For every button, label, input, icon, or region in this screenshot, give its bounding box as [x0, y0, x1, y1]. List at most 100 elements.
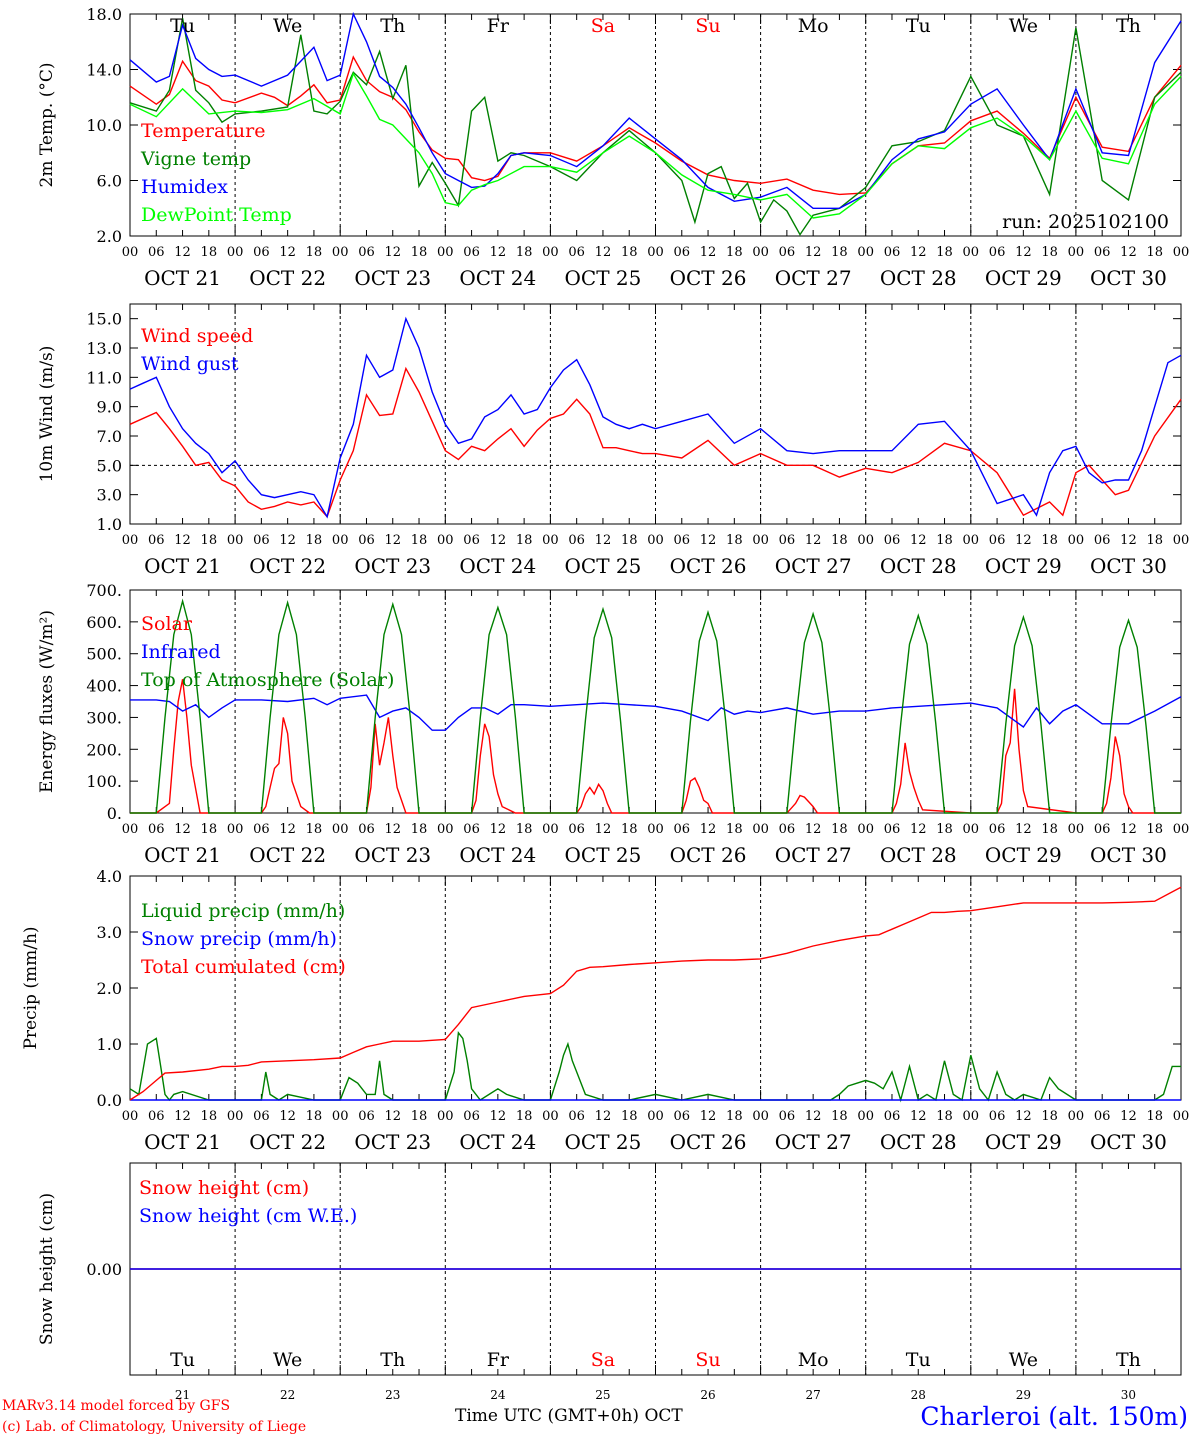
panel-1-hour-label: 18 [1146, 245, 1163, 260]
panel-5-y-tick-label: 0.00 [86, 1260, 122, 1279]
panel-1-series-temperature [129, 55, 1182, 196]
panel-2-y-tick-label: 13.0 [86, 339, 122, 358]
panel-3-hour-label: 12 [174, 822, 191, 837]
panel-2-hour-label: 12 [384, 533, 401, 548]
panel-1-hour-label: 18 [831, 245, 848, 260]
panel-4-date-label: OCT 27 [775, 1130, 852, 1154]
panel-1-date-label: OCT 22 [249, 266, 326, 290]
panel-4-hour-label: 06 [463, 1109, 480, 1124]
panel-2-date-label: OCT 22 [249, 554, 326, 578]
panel-4-hour-label: 00 [647, 1109, 664, 1124]
panel-1-day-name: Tu [906, 15, 931, 37]
panel-5-day-number: 27 [806, 1388, 821, 1402]
panel-3-date-label: OCT 22 [249, 843, 326, 867]
panel-2-y-tick-label: 5.0 [97, 456, 122, 475]
panel-1-hour-label: 06 [884, 245, 901, 260]
panel-2-hour-label: 06 [989, 533, 1006, 548]
panel-3-hour-label: 18 [411, 822, 428, 837]
panel-3-hour-label: 06 [358, 822, 375, 837]
panel-4-hour-label: 18 [306, 1109, 323, 1124]
panel-1-hour-label: 00 [542, 245, 559, 260]
panel-2-y-axis-label: 10m Wind (m/s) [37, 346, 57, 483]
panel-4-hour-label: 00 [1173, 1109, 1190, 1124]
panel-4-hour-label: 00 [332, 1109, 349, 1124]
panel-1-hour-label: 00 [752, 245, 769, 260]
panel-4-hour-label: 12 [700, 1109, 717, 1124]
panel-3-series-infrared [130, 694, 1182, 731]
panel-1-legend-entry: Humidex [141, 176, 228, 198]
panel-1-y-tick-label: 14.0 [86, 61, 122, 80]
panel-3-y-tick-label: 600. [86, 613, 122, 632]
panel-4-hour-label: 00 [857, 1109, 874, 1124]
panel-2-y-tick-label: 7.0 [97, 427, 122, 446]
panel-4-hour-label: 06 [779, 1109, 796, 1124]
panel-3-hour-label: 12 [490, 822, 507, 837]
panel-3-hour-label: 06 [568, 822, 585, 837]
panel-4-hour-label: 06 [568, 1109, 585, 1124]
panel-4-hour-label: 18 [1146, 1109, 1163, 1124]
panel-4-hour-label: 12 [1015, 1109, 1032, 1124]
model-credit-line1: MARv3.14 model forced by GFS [2, 1398, 231, 1414]
panel-1-day-name: We [273, 15, 302, 37]
panel-2-hour-label: 18 [1041, 533, 1058, 548]
panel-4-hour-label: 00 [542, 1109, 559, 1124]
panel-3-hour-label: 18 [306, 822, 323, 837]
panel-5-day-name: Th [380, 1349, 405, 1371]
panel-4-hour-label: 18 [516, 1109, 533, 1124]
panel-1-date-label: OCT 24 [459, 266, 536, 290]
panel-3-y-tick-label: 700. [86, 581, 122, 600]
panel-1-hour-label: 12 [910, 245, 927, 260]
time-axis-month: OCT [644, 1406, 683, 1426]
panel-2-date-label: OCT 25 [565, 554, 642, 578]
panel-3-y-tick-label: 300. [86, 708, 122, 727]
panel-1-hour-label: 18 [516, 245, 533, 260]
panel-3-y-axis-label: Energy fluxes (W/m²) [37, 610, 57, 793]
panel-1-hour-label: 06 [674, 245, 691, 260]
panel-1-day-name: Sa [591, 15, 615, 37]
panel-1-date-label: OCT 26 [670, 266, 747, 290]
panel-1-hour-label: 12 [805, 245, 822, 260]
panel-4-hour-label: 00 [437, 1109, 454, 1124]
panel-1-date-label: OCT 21 [144, 266, 221, 290]
panel-1-hour-label: 06 [358, 245, 375, 260]
panel-2-date-label: OCT 23 [354, 554, 431, 578]
panel-2-date-label: OCT 24 [459, 554, 536, 578]
panel-1-hour-label: 00 [227, 245, 244, 260]
panel-2-hour-label: 06 [463, 533, 480, 548]
panel-5-day-number: 30 [1121, 1388, 1136, 1402]
panel-4-hour-label: 12 [595, 1109, 612, 1124]
panel-3-date-label: OCT 26 [670, 843, 747, 867]
panel-1-y-axis-label: 2m Temp. (°C) [37, 62, 57, 187]
panel-4-y-tick-label: 3.0 [97, 923, 122, 942]
panel-1-hour-label: 06 [1094, 245, 1111, 260]
panel-3-hour-label: 18 [1146, 822, 1163, 837]
panel-2-legend-entry: Wind gust [141, 353, 239, 375]
panel-1-y-tick-label: 6.0 [97, 172, 122, 191]
panel-1-day-name: Th [380, 15, 405, 37]
panel-2-hour-label: 06 [884, 533, 901, 548]
panel-4-hour-label: 00 [963, 1109, 980, 1124]
panel-2-hour-label: 00 [122, 533, 139, 548]
panel-2-hour-label: 18 [411, 533, 428, 548]
panel-1-hour-label: 00 [1173, 245, 1190, 260]
panel-4-y-tick-label: 4.0 [97, 867, 122, 886]
panel-2-hour-label: 00 [1173, 533, 1190, 548]
panel-1-series-humidex [129, 11, 1182, 210]
panel-2-series-wind-gust [129, 316, 1182, 519]
panel-2-hour-label: 18 [306, 533, 323, 548]
panel-3-hour-label: 00 [1173, 822, 1190, 837]
panel-2-hour-label: 12 [1015, 533, 1032, 548]
panel-3-hour-label: 12 [279, 822, 296, 837]
panel-4-date-label: OCT 21 [144, 1130, 221, 1154]
panel-4-hour-label: 06 [674, 1109, 691, 1124]
panel-1-hour-label: 00 [857, 245, 874, 260]
panel-1-hour-label: 12 [1015, 245, 1032, 260]
panel-4-legend-entry: Total cumulated (cm) [141, 956, 346, 978]
panel-4-y-tick-label: 1.0 [97, 1035, 122, 1054]
panel-3-hour-label: 12 [910, 822, 927, 837]
panel-1-day-name: Mo [798, 15, 829, 37]
panel-5-legend-entry: Snow height (cm W.E.) [139, 1205, 357, 1227]
panel-1-day-name: We [1009, 15, 1038, 37]
panel-3-y-tick-label: 500. [86, 645, 122, 664]
panel-2-hour-label: 06 [358, 533, 375, 548]
